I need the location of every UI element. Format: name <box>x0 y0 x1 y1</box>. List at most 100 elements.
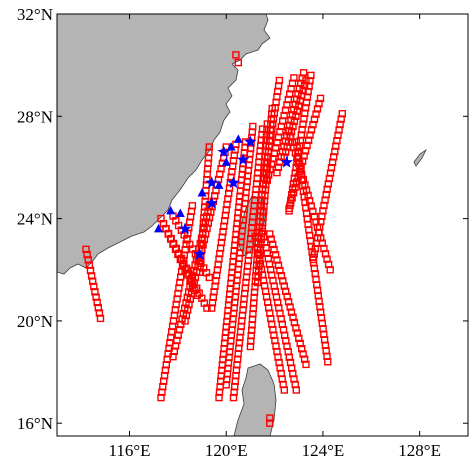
track-sample-marker <box>293 329 301 337</box>
track-sample-marker <box>92 293 100 301</box>
track-sample-marker <box>94 304 103 312</box>
track-sample-marker <box>229 393 238 402</box>
lat-tick-label: 32°N <box>17 5 53 24</box>
track-sample-marker <box>269 240 277 249</box>
triangle-marker <box>233 134 243 143</box>
stars-layer <box>179 135 293 260</box>
track-sample-marker <box>296 339 304 348</box>
track-sample-marker <box>232 51 240 59</box>
track-sample-marker <box>282 148 290 156</box>
track-sample-marker <box>85 261 94 269</box>
ship-track <box>82 245 105 323</box>
star-marker <box>205 196 218 209</box>
track-sample-marker <box>266 419 274 427</box>
ship-track <box>266 230 310 369</box>
track-sample-marker <box>298 345 306 353</box>
star-marker <box>205 176 218 189</box>
track-sample-marker <box>302 360 310 369</box>
ship-track <box>285 94 325 213</box>
track-sample-marker <box>181 317 189 325</box>
islet-east <box>413 148 428 167</box>
track-sample-marker <box>283 101 291 109</box>
star-marker <box>244 135 257 148</box>
ship-track <box>222 122 257 389</box>
track-sample-marker <box>289 188 298 197</box>
track-sample-marker <box>277 272 286 280</box>
star-marker <box>179 222 192 235</box>
triangles-layer <box>154 134 243 233</box>
track-sample-marker <box>174 331 182 339</box>
track-sample-marker <box>290 117 299 126</box>
track-sample-marker <box>246 342 255 351</box>
track-sample-marker <box>312 110 320 118</box>
lat-axis: 32°N 28°N 24°N 20°N 16°N <box>17 5 468 433</box>
triangle-marker <box>197 188 207 197</box>
track-sample-marker <box>288 194 296 202</box>
track-sample-marker <box>270 245 278 254</box>
track-sample-marker <box>286 303 294 311</box>
track-sample-marker <box>273 168 281 177</box>
star-marker <box>237 153 250 165</box>
lon-axis: 116°E 120°E 124°E 128°E <box>108 14 441 460</box>
track-sample-marker <box>280 386 288 394</box>
track-sample-marker <box>157 393 165 402</box>
track-sample-marker <box>299 86 307 95</box>
track-sample-marker <box>169 353 177 361</box>
track-sample-marker <box>263 176 271 184</box>
ship-track <box>292 138 332 366</box>
track-sample-marker <box>256 202 264 210</box>
lon-tick-label: 124°E <box>302 441 345 460</box>
triangle-marker <box>221 157 231 166</box>
track-sample-marker <box>222 381 230 389</box>
ship-track <box>258 227 300 394</box>
ship-track <box>251 232 288 394</box>
track-sample-marker <box>274 261 283 269</box>
track-sample-marker <box>287 308 296 316</box>
track-sample-marker <box>286 199 295 207</box>
track-sample-marker <box>83 250 91 259</box>
track-sample-marker <box>295 334 303 342</box>
ship-track <box>232 51 243 67</box>
track-sample-marker <box>90 282 98 291</box>
ship-track <box>266 414 274 427</box>
lon-tick-label: 116°E <box>108 441 150 460</box>
track-sample-marker <box>323 255 331 263</box>
triangle-marker <box>226 141 236 151</box>
track-sample-marker <box>292 386 300 394</box>
track-sample-marker <box>326 266 334 274</box>
track-sample-marker <box>283 292 291 301</box>
track-sample-marker <box>276 266 284 275</box>
track-sample-marker <box>273 256 281 264</box>
track-sample-marker <box>203 304 211 312</box>
star-marker <box>217 145 230 158</box>
track-sample-marker <box>310 115 319 124</box>
track-sample-marker <box>266 414 274 422</box>
track-sample-marker <box>309 120 317 129</box>
triangle-marker <box>175 208 185 217</box>
triangle-marker <box>154 223 164 233</box>
track-sample-marker <box>304 136 313 145</box>
track-sample-marker <box>316 94 325 103</box>
track-sample-marker <box>324 358 332 366</box>
lat-tick-label: 28°N <box>17 107 53 126</box>
lat-tick-label: 24°N <box>17 210 53 229</box>
star-marker <box>227 176 240 189</box>
lon-tick-label: 128°E <box>398 441 441 460</box>
track-sample-marker <box>301 147 310 155</box>
track-sample-marker <box>295 102 303 110</box>
star-marker <box>193 247 206 260</box>
track-sample-marker <box>306 131 314 139</box>
track-sample-marker <box>234 58 243 67</box>
track-sample-marker <box>315 228 323 237</box>
lat-tick-label: 16°N <box>17 414 53 433</box>
map-frame <box>56 13 469 437</box>
track-sample-marker <box>299 350 307 358</box>
triangle-marker <box>214 180 224 189</box>
track-sample-marker <box>300 355 309 363</box>
tracks-layer <box>82 51 346 427</box>
lat-tick-label: 20°N <box>17 312 53 331</box>
lon-tick-label: 120°E <box>205 441 248 460</box>
track-sample-marker <box>284 298 293 306</box>
track-sample-marker <box>289 122 297 131</box>
